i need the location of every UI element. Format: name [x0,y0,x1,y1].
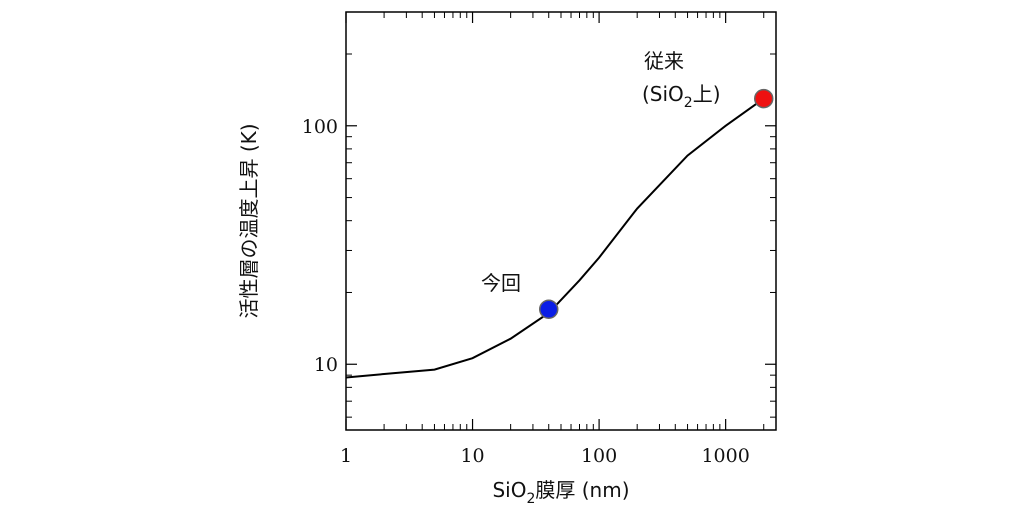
x-axis-title-rest: 膜厚 (nm) [535,478,629,502]
y-axis-title: 活性層の温度上昇 (K) [237,123,261,318]
x-axis-title-sub: 2 [526,491,535,507]
x-tick-label: 100 [581,445,617,467]
series-line [345,97,765,379]
annotation-conventional-line1: 従来 [644,49,684,73]
x-axis-title: SiO2膜厚 (nm) [492,478,629,507]
marker-conventional [753,88,774,109]
marker-current [538,299,559,320]
minor-ticks [346,11,776,430]
plot-frame [345,11,777,431]
x-tick-label: 10 [460,445,484,467]
markers [538,88,774,320]
x-tick-label: 1 [340,445,352,467]
annotation-conventional-line2: (SiO2上) [642,82,721,111]
y-tick-label: 100 [302,116,338,138]
y-tick-label: 10 [314,354,338,376]
x-tick-label: 1000 [701,445,749,467]
annotation-conventional-sub: 2 [684,95,693,111]
tick-labels: 1 10 100 1000 10 100 [302,116,750,467]
x-axis-title-main: SiO [492,478,526,502]
annotation-current: 今回 [481,271,521,295]
major-ticks [345,12,776,430]
annotation-conventional-post: 上) [693,82,721,106]
annotation-conventional-pre: (SiO [642,82,684,106]
